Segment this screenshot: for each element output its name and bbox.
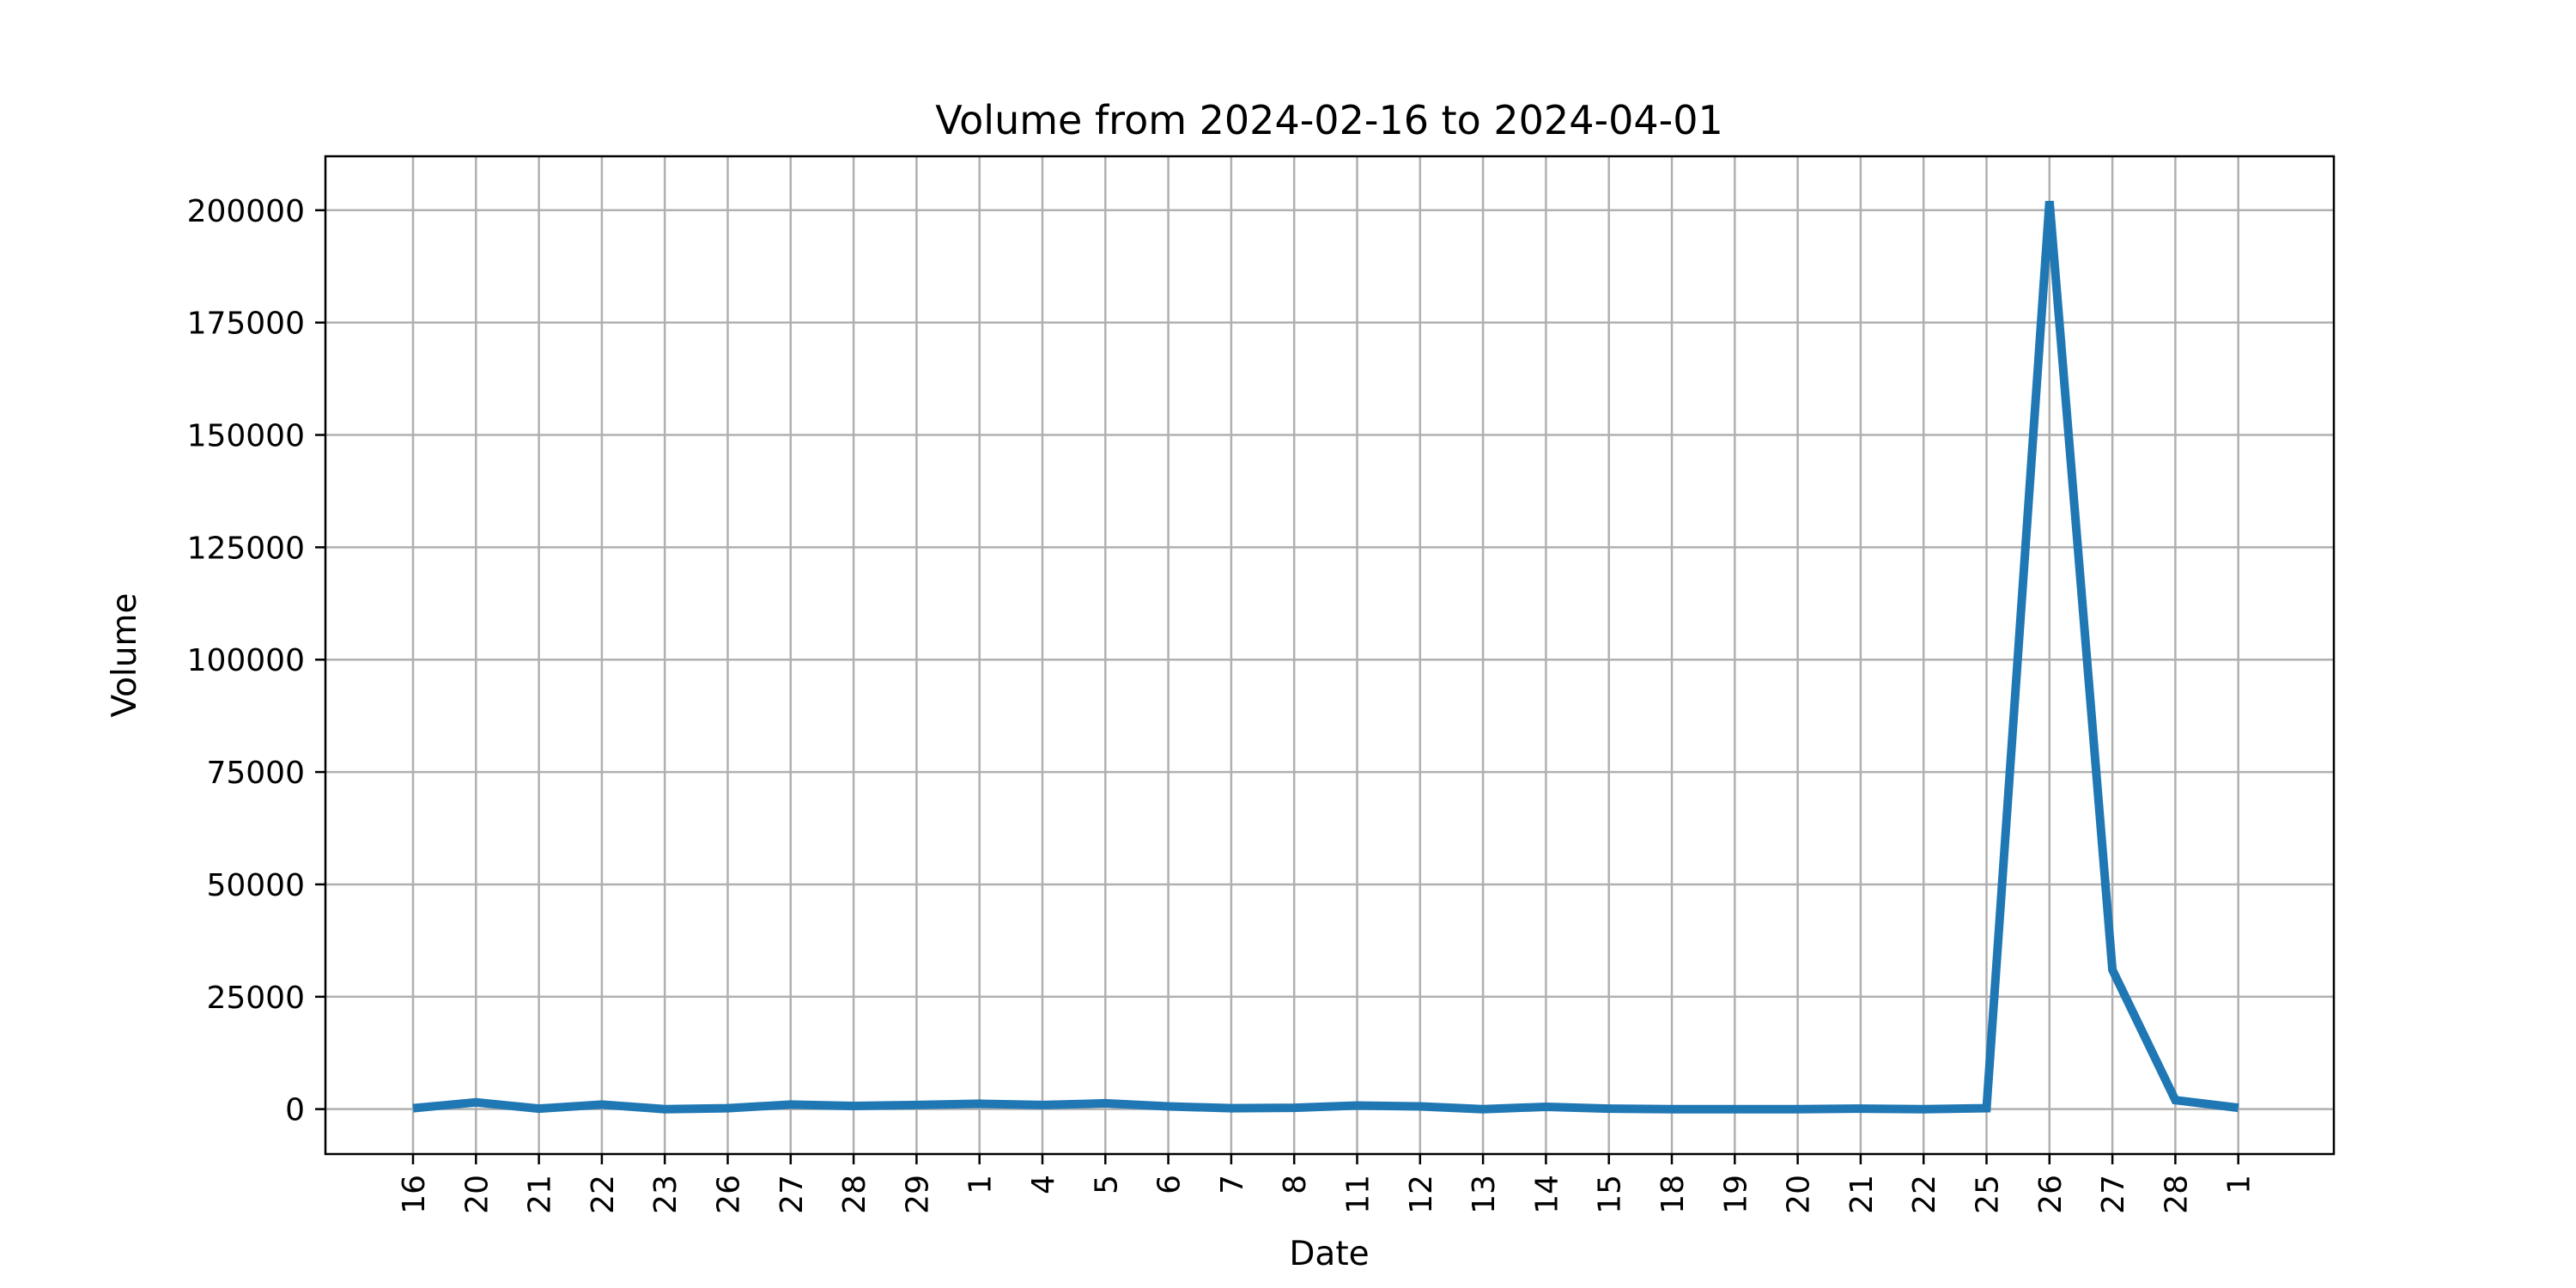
y-tick-label: 150000 — [187, 419, 305, 454]
x-tick-label: 1 — [963, 1175, 999, 1194]
data-point — [915, 1104, 917, 1106]
x-tick-label: 20 — [459, 1175, 495, 1214]
x-tick-label: 23 — [648, 1175, 683, 1214]
data-point — [601, 1103, 603, 1105]
data-point — [727, 1108, 728, 1109]
data-point — [979, 1103, 981, 1104]
x-tick-label: 11 — [1341, 1175, 1376, 1214]
series-line — [412, 200, 2239, 1114]
x-tick-label: 25 — [1971, 1175, 2006, 1214]
x-tick-label: 26 — [2033, 1175, 2069, 1214]
x-tick-label: 13 — [1467, 1175, 1502, 1214]
data-point — [1168, 1106, 1170, 1108]
data-point — [2049, 200, 2050, 202]
x-tick-label: 14 — [1529, 1175, 1564, 1214]
y-tick-label: 175000 — [187, 307, 305, 342]
y-tick-label: 200000 — [187, 194, 305, 229]
y-tick-label: 50000 — [206, 868, 305, 903]
series-layer — [412, 200, 2239, 1114]
y-axis-ticks: 0 25000 50000 75000 100000 125000 150000 175000… — [187, 194, 325, 1128]
data-point — [412, 1108, 414, 1109]
x-tick-label: 22 — [1907, 1175, 1942, 1214]
data-point — [1230, 1108, 1232, 1109]
x-axis-ticks: 16 20 21 22 23 26 27 28 29 1 4 5 6 7 8 11 12 13 14 15 18 19 20… — [397, 1154, 2257, 1214]
data-point — [1042, 1104, 1043, 1106]
x-tick-label: 12 — [1404, 1175, 1439, 1214]
x-tick-label: 21 — [1844, 1175, 1880, 1214]
data-point — [1357, 1104, 1358, 1106]
x-tick-label: 29 — [900, 1175, 935, 1214]
data-point — [2174, 1099, 2176, 1101]
x-tick-label: 1 — [2222, 1175, 2257, 1194]
x-tick-label: 28 — [2159, 1175, 2194, 1214]
x-tick-label: 27 — [2096, 1175, 2131, 1214]
data-point — [1293, 1107, 1295, 1109]
y-tick-label: 75000 — [206, 756, 305, 791]
x-tick-label: 15 — [1593, 1175, 1628, 1214]
data-point — [475, 1102, 477, 1103]
grid-lines — [325, 156, 2334, 1154]
plot-area-frame — [324, 155, 2336, 1156]
x-tick-label: 26 — [712, 1175, 747, 1214]
data-point — [1986, 1108, 1987, 1109]
y-tick-label: 25000 — [206, 981, 305, 1016]
data-point — [2111, 969, 2113, 970]
chart-title: Volume from 2024-02-16 to 2024-04-01 — [935, 97, 1722, 143]
x-tick-label: 4 — [1026, 1175, 1061, 1194]
x-tick-label: 21 — [523, 1175, 558, 1214]
x-tick-label: 22 — [586, 1175, 621, 1214]
data-point — [790, 1103, 792, 1105]
y-tick-label: 100000 — [187, 643, 305, 678]
x-tick-label: 18 — [1656, 1175, 1691, 1214]
x-tick-label: 19 — [1718, 1175, 1753, 1214]
x-tick-label: 28 — [837, 1175, 872, 1214]
y-tick-label: 0 — [285, 1093, 305, 1128]
x-tick-label: 16 — [397, 1175, 432, 1214]
data-point — [2238, 1107, 2239, 1109]
x-tick-label: 20 — [1782, 1175, 1817, 1214]
x-tick-label: 5 — [1089, 1175, 1124, 1194]
x-tick-label: 7 — [1215, 1175, 1250, 1194]
x-axis-label: Date — [1289, 1235, 1369, 1273]
x-tick-label: 27 — [775, 1175, 810, 1214]
y-axis-label: Volume — [106, 592, 144, 717]
data-point — [1419, 1106, 1421, 1108]
y-tick-label: 125000 — [187, 531, 305, 566]
x-tick-label: 6 — [1152, 1175, 1188, 1194]
x-tick-label: 8 — [1278, 1175, 1313, 1194]
